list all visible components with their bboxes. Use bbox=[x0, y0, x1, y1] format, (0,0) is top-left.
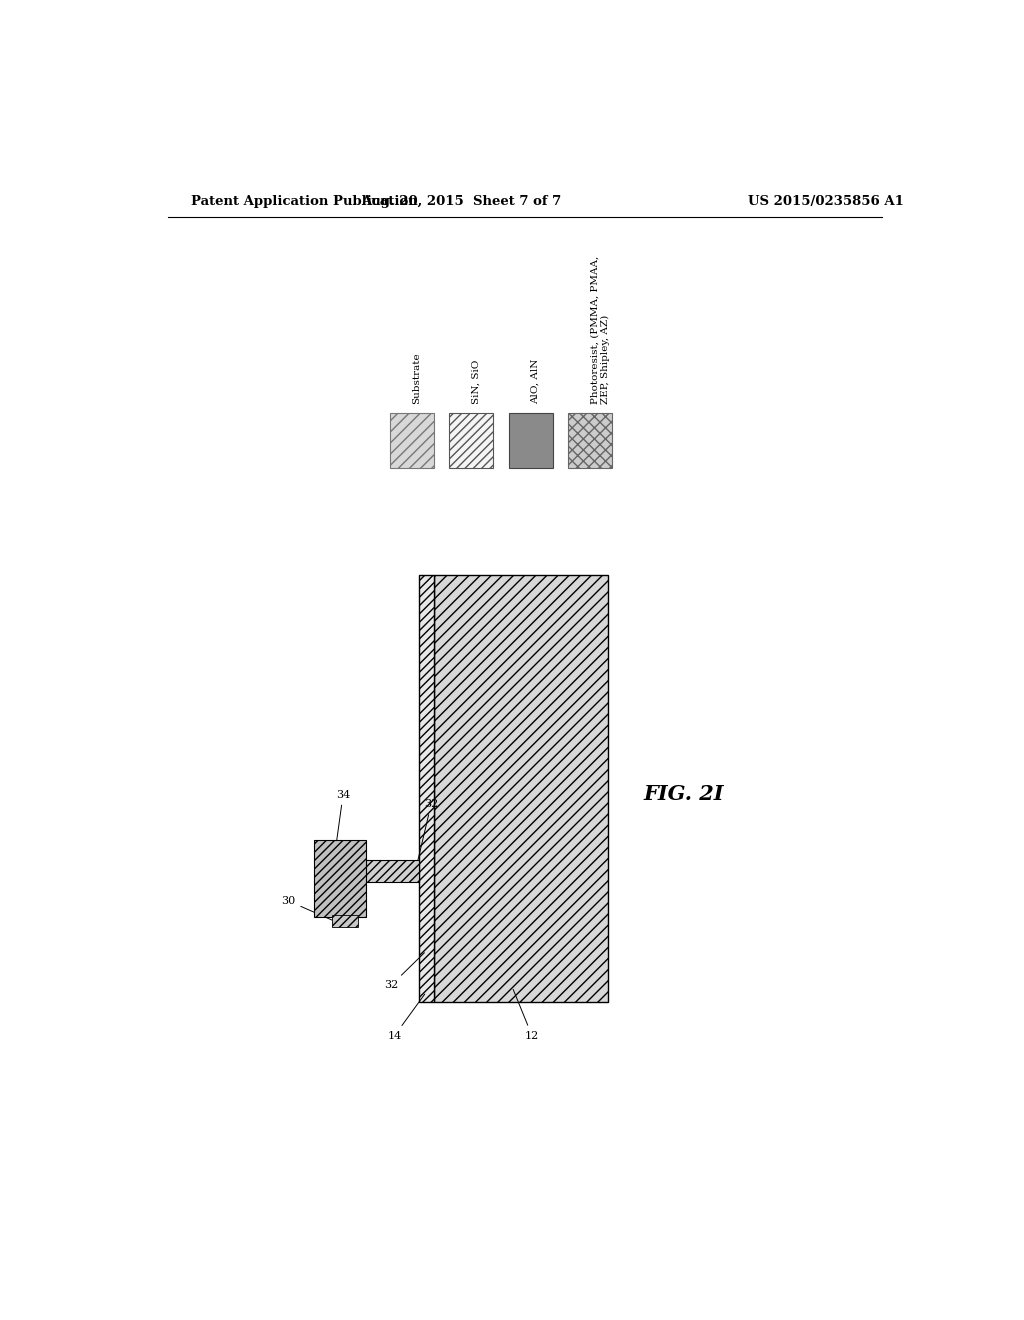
Bar bbox=[390, 412, 433, 469]
Bar bbox=[419, 576, 433, 1002]
Bar bbox=[450, 412, 494, 469]
Text: FIG. 2I: FIG. 2I bbox=[643, 784, 724, 804]
Bar bbox=[433, 576, 608, 1002]
Text: 34: 34 bbox=[336, 789, 350, 849]
Bar bbox=[509, 412, 553, 469]
Bar bbox=[568, 412, 612, 469]
Bar bbox=[332, 915, 358, 928]
Bar bbox=[314, 841, 367, 916]
Text: Photoresist, (PMMA, PMAA,
ZEP, Shipley, AZ): Photoresist, (PMMA, PMAA, ZEP, Shipley, … bbox=[590, 256, 610, 404]
Text: US 2015/0235856 A1: US 2015/0235856 A1 bbox=[749, 194, 904, 207]
Text: 12: 12 bbox=[513, 989, 539, 1040]
Text: Substrate: Substrate bbox=[412, 352, 421, 404]
Text: Aug. 20, 2015  Sheet 7 of 7: Aug. 20, 2015 Sheet 7 of 7 bbox=[361, 194, 561, 207]
Bar bbox=[358, 861, 419, 883]
Text: SiN, SiO: SiN, SiO bbox=[471, 360, 480, 404]
Text: 32: 32 bbox=[416, 799, 438, 869]
Text: 32: 32 bbox=[384, 953, 424, 990]
Text: 14: 14 bbox=[387, 994, 425, 1040]
Text: Patent Application Publication: Patent Application Publication bbox=[191, 194, 418, 207]
Text: AlO, AlN: AlO, AlN bbox=[530, 359, 540, 404]
Text: 30: 30 bbox=[282, 896, 332, 920]
